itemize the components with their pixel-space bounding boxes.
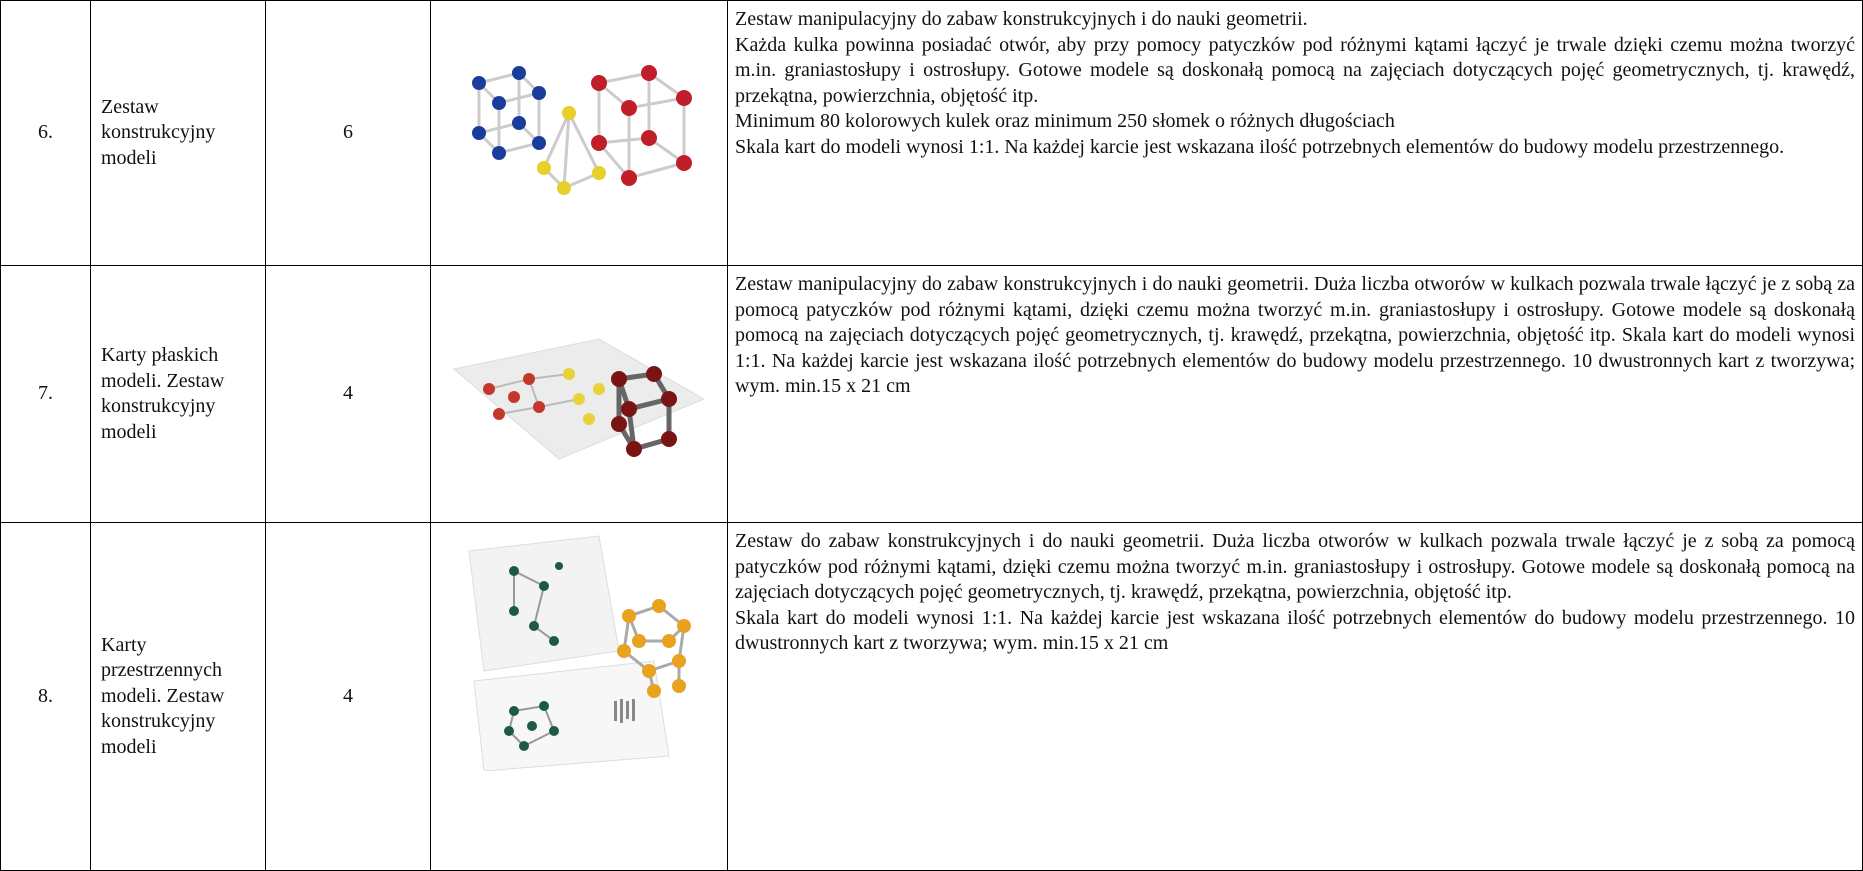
table-row: 7. Karty płaskich modeli. Zestaw konstru…: [0, 265, 1863, 523]
table-row: 8. Karty przestrzennych modeli. Zestaw k…: [0, 522, 1863, 871]
image-cell: [430, 265, 728, 523]
row-number: 8.: [0, 522, 91, 871]
row-number: 7.: [0, 265, 91, 523]
description-paragraph: Każda kulka powinna posiadać otwór, aby …: [735, 33, 1855, 107]
description-paragraph: Skala kart do modeli wynosi 1:1. Na każd…: [735, 135, 1785, 158]
description-paragraph: Zestaw manipulacyjny do zabaw konstrukcy…: [735, 273, 1855, 397]
description: Zestaw manipulacyjny do zabaw konstrukcy…: [727, 265, 1863, 523]
quantity: 6: [265, 0, 431, 266]
table-row: 6. Zestaw konstrukcyjny modeli 6: [0, 0, 1863, 266]
product-image: [472, 65, 692, 195]
description-paragraph: Minimum 80 kolorowych kulek oraz minimum…: [735, 110, 1395, 132]
image-cell: [430, 0, 728, 266]
description: Zestaw manipulacyjny do zabaw konstrukcy…: [727, 0, 1863, 266]
product-name: Karty przestrzennych modeli. Zestaw kons…: [90, 522, 266, 871]
quantity: 4: [265, 265, 431, 523]
description-paragraph: Zestaw manipulacyjny do zabaw konstrukcy…: [735, 8, 1308, 30]
product-name: Karty płaskich modeli. Zestaw konstrukcy…: [90, 265, 266, 523]
product-name: Zestaw konstrukcyjny modeli: [90, 0, 266, 266]
product-image: [468, 535, 691, 771]
quantity: 4: [265, 522, 431, 871]
row-number: 6.: [0, 0, 91, 266]
image-cell: [430, 522, 728, 871]
description-paragraph: Skala kart do modeli wynosi 1:1. Na każd…: [735, 606, 1855, 655]
product-image: [452, 338, 706, 460]
description: Zestaw do zabaw konstrukcyjnych i do nau…: [727, 522, 1863, 871]
description-paragraph: Zestaw do zabaw konstrukcyjnych i do nau…: [735, 530, 1855, 603]
